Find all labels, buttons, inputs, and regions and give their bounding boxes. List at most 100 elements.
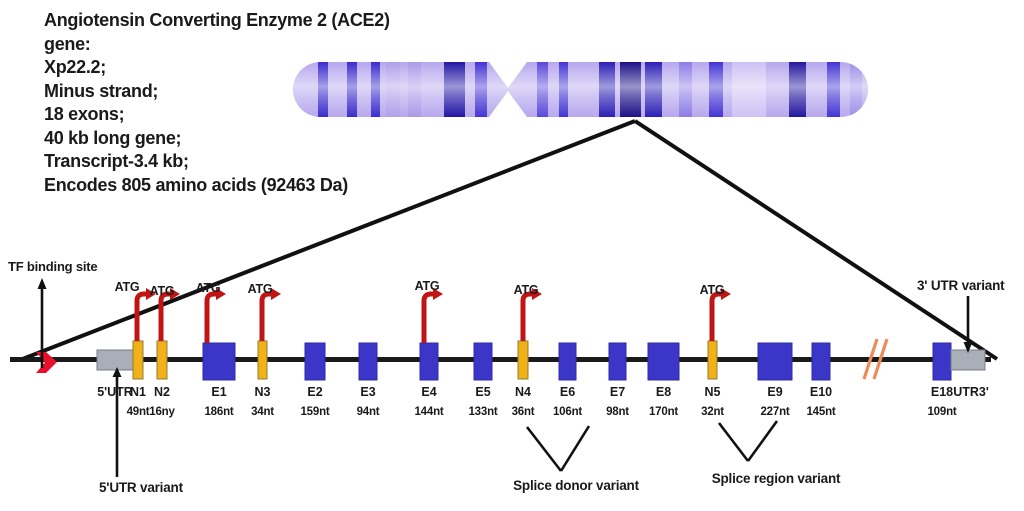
exon-length-N2: 16ny xyxy=(149,406,175,418)
exon-length-N1: 49nt xyxy=(126,406,150,418)
exon-length-E4: 144nt xyxy=(414,406,444,418)
exon-name-E7: E7 xyxy=(609,385,626,399)
exon-name-N4: N4 xyxy=(515,385,531,399)
exon-length-N3: 34nt xyxy=(251,406,274,418)
exon-length-N4: 36nt xyxy=(511,406,535,418)
atg-label: ATG xyxy=(699,283,725,297)
splice-region-pointer xyxy=(717,422,750,462)
gene-info-block: Angiotensin Converting Enzyme 2 (ACE2) g… xyxy=(44,9,390,197)
atg-arrow-stem xyxy=(709,291,722,341)
exon-box-E8 xyxy=(647,342,680,381)
splice-donor-pointer xyxy=(525,426,563,472)
up-arrowhead-icon xyxy=(37,278,47,289)
novel-box-N1 xyxy=(132,340,144,380)
info-line: 40 kb long gene; xyxy=(44,127,182,148)
exon-name-E2: E2 xyxy=(307,385,323,399)
down-arrowhead-icon xyxy=(963,342,973,353)
splice-region-pointer xyxy=(746,420,779,462)
exon-length-E10: 145nt xyxy=(806,406,836,418)
exon-name-E4: E4 xyxy=(421,385,437,399)
novel-box-N3 xyxy=(257,340,268,380)
atg-label: ATG xyxy=(414,279,440,293)
exon-name-E8: E8 xyxy=(655,385,672,399)
atg-label: ATG xyxy=(114,280,140,294)
atg-arrow-stem xyxy=(134,291,147,341)
exon-name-UTR3': UTR3' xyxy=(953,385,989,399)
atg-arrow-stem xyxy=(421,291,434,343)
atg-arrowhead-icon xyxy=(721,288,731,300)
novel-box-N2 xyxy=(156,340,168,380)
info-line: 18 exons; xyxy=(44,104,125,124)
exon-box-E2 xyxy=(304,342,326,381)
up-arrowhead-icon xyxy=(112,367,122,377)
atg-label: ATG xyxy=(195,281,221,295)
exon-box-E1 xyxy=(202,342,236,381)
atg-arrow-stem xyxy=(158,291,171,341)
exon-box-E6 xyxy=(558,342,577,381)
exon-length-E2: 159nt xyxy=(300,406,330,418)
callout-line-right xyxy=(633,119,999,361)
exon-box-E10 xyxy=(811,342,831,381)
atg-label: ATG xyxy=(513,283,539,297)
exon-length-E18: 109nt xyxy=(927,406,957,418)
splice-donor-pointer xyxy=(559,425,591,472)
transcription-start-chevron xyxy=(36,352,57,373)
info-line: Encodes 805 amino acids (92463 Da) xyxy=(44,174,348,195)
intron-break-slash xyxy=(862,338,879,380)
info-line: Minus strand; xyxy=(44,80,159,101)
info-line: Transcript-3.4 kb; xyxy=(44,151,189,171)
exon-length-E7: 98nt xyxy=(606,406,629,418)
chromosome-highlight xyxy=(293,62,868,117)
novel-box-N5 xyxy=(707,340,718,380)
atg-arrowhead-icon xyxy=(146,288,156,300)
exon-name-E9: E9 xyxy=(767,385,783,399)
exon-name-N1: N1 xyxy=(130,385,146,399)
novel-box-N4 xyxy=(517,340,529,380)
exon-length-E5: 133nt xyxy=(468,406,498,418)
splice-donor-variant-label: Splice donor variant xyxy=(513,478,639,493)
exon-name-E18: E18 xyxy=(930,385,954,399)
exon-length-E1: 186nt xyxy=(204,406,234,418)
exon-name-E3: E3 xyxy=(360,385,376,399)
exon-box-E18 xyxy=(932,342,952,381)
exon-name-E10: E10 xyxy=(809,385,833,399)
utr-box-5'UTR xyxy=(96,349,134,371)
atg-arrow-stem xyxy=(259,291,272,341)
exon-length-E9: 227nt xyxy=(760,406,790,418)
info-line: gene: xyxy=(44,33,91,54)
atg-arrowhead-icon xyxy=(433,288,443,300)
x-chromosome-ideogram xyxy=(293,62,868,117)
atg-label: ATG xyxy=(247,282,273,296)
atg-label: ATG xyxy=(149,284,175,298)
atg-arrowhead-icon xyxy=(532,288,542,300)
utr3-variant-label: 3' UTR variant xyxy=(917,278,1005,293)
exon-length-E6: 106nt xyxy=(552,406,583,418)
info-line: Angiotensin Converting Enzyme 2 (ACE2) xyxy=(44,10,390,30)
exon-box-E3 xyxy=(358,342,378,381)
exon-box-E5 xyxy=(473,342,493,381)
intron-break-slash xyxy=(872,338,889,380)
exon-length-N5: 32nt xyxy=(701,406,724,418)
exon-name-N5: N5 xyxy=(704,385,721,399)
exon-name-E6: E6 xyxy=(559,385,576,399)
exon-name-E1: E1 xyxy=(211,385,227,399)
exon-box-E4 xyxy=(419,342,439,381)
exon-length-E8: 170nt xyxy=(648,406,679,418)
exon-name-5'UTR: 5'UTR xyxy=(97,385,133,399)
atg-arrowhead-icon xyxy=(170,288,180,300)
atg-arrowhead-icon xyxy=(216,288,226,300)
tf-binding-site-label: TF binding site xyxy=(8,259,98,274)
atg-arrow-stem xyxy=(204,291,217,343)
atg-arrow-stem xyxy=(520,291,533,341)
exon-name-N2: N2 xyxy=(154,385,170,399)
atg-arrowhead-icon xyxy=(271,288,281,300)
splice-region-variant-label: Splice region variant xyxy=(711,471,841,486)
utr5-variant-label: 5'UTR variant xyxy=(99,480,183,495)
callout-line-left xyxy=(19,119,636,362)
exon-box-E7 xyxy=(608,342,627,381)
exon-length-E3: 94nt xyxy=(356,406,380,418)
exon-name-E5: E5 xyxy=(475,385,491,399)
exon-box-E9 xyxy=(757,342,793,381)
